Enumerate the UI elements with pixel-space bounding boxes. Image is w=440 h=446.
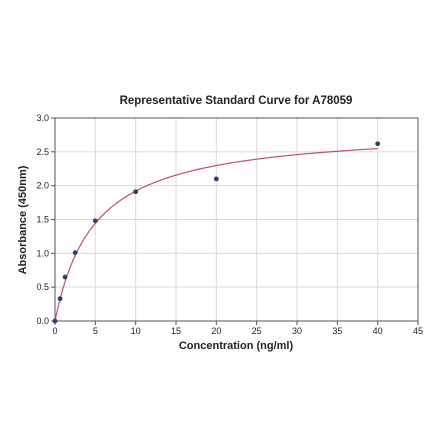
x-tick-label: 20 [211,326,221,336]
data-point [133,189,139,195]
x-tick-label: 30 [292,326,302,336]
data-point [92,218,98,224]
x-tick-label: 35 [332,326,342,336]
data-point [52,318,58,324]
x-tick-label: 15 [171,326,181,336]
x-tick-label: 10 [131,326,141,336]
grid-lines [55,118,418,321]
fit-curve-line [54,147,378,322]
data-point [72,250,78,256]
fit-curve-layer [54,147,378,322]
y-tick-label: 0.5 [36,282,49,292]
y-axis-title: Absorbance (450nm) [17,165,29,274]
chart-title: Representative Standard Curve for A78059 [120,95,353,107]
x-axis-title: Concentration (ng/ml) [179,340,294,352]
x-tick-label: 5 [93,326,98,336]
data-point [57,296,63,302]
x-tick-label: 40 [373,326,383,336]
x-tick-label: 45 [413,326,423,336]
x-tick-label: 0 [52,326,57,336]
y-tick-label: 3.0 [36,113,49,123]
y-tick-label: 2.0 [36,181,49,191]
data-points-layer [52,141,381,324]
y-tick-label: 1.5 [36,215,49,225]
data-point [62,274,68,280]
y-tick-label: 0.0 [36,316,49,326]
x-tick-label: 25 [252,326,262,336]
y-tick-label: 1.0 [36,248,49,258]
y-tick-label: 2.5 [36,147,49,157]
data-point [375,141,381,147]
data-point [213,176,219,182]
axis-ticks: 0 5 10 15 20 25 30 35 40 45 0.0 0.5 1.0 1.5 2.0 2.5 3.0 [36,113,423,336]
